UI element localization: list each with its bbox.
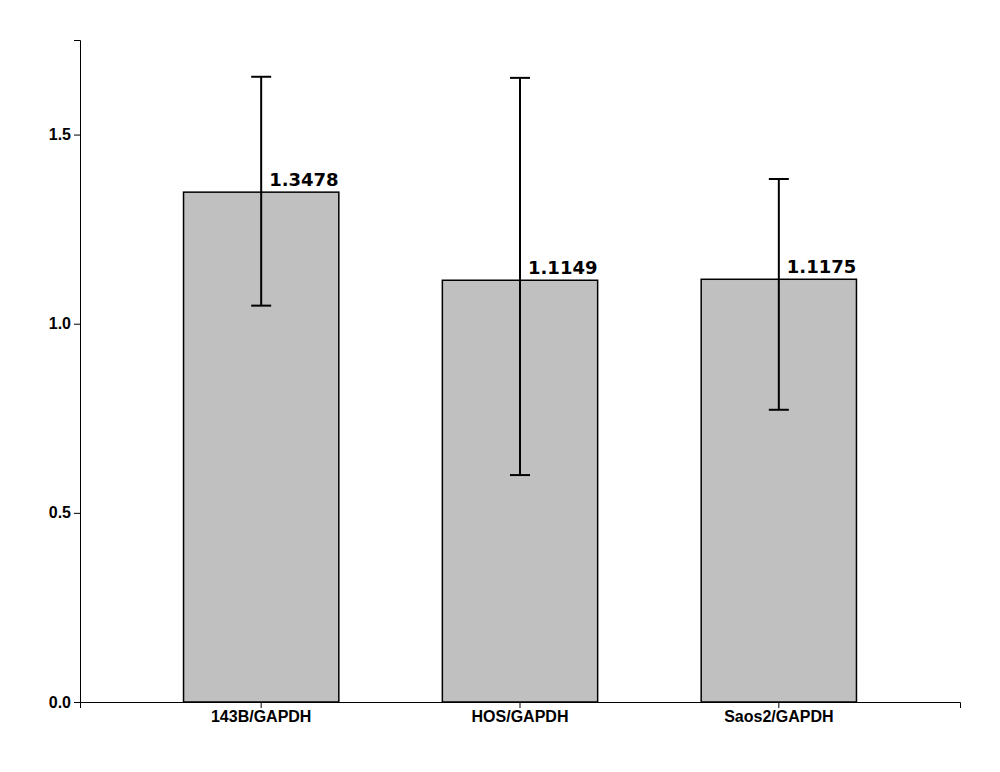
error-bar-upper xyxy=(519,78,521,280)
error-bar xyxy=(251,77,271,306)
y-axis-line xyxy=(74,41,81,703)
x-tick: Saos2/GAPDH xyxy=(724,702,833,725)
y-tick-mark xyxy=(74,513,80,514)
data-label: 1.3478 xyxy=(269,169,338,190)
y-tick: 1.0 xyxy=(49,315,80,332)
bar xyxy=(442,280,597,702)
error-cap-upper xyxy=(251,76,271,78)
y-tick-label: 0.5 xyxy=(49,504,71,521)
chart-svg: 0.0 0.5 1.0 1.5 143B/GAPDH HOS/GAPDH Saos2/GAP… xyxy=(0,0,1000,772)
error-cap-lower xyxy=(510,474,530,476)
x-tick-mark xyxy=(520,702,521,708)
error-bar-upper xyxy=(260,77,262,192)
x-tick-label: Saos2/GAPDH xyxy=(724,708,833,725)
data-label: 1.1175 xyxy=(787,256,856,277)
error-bar xyxy=(510,78,530,475)
y-tick-mark xyxy=(74,702,80,703)
y-tick-label: 1.5 xyxy=(49,126,71,143)
x-tick: HOS/GAPDH xyxy=(472,702,569,725)
x-tick-mark xyxy=(778,702,779,708)
y-tick: 0.0 xyxy=(49,694,80,711)
y-tick-mark xyxy=(74,324,80,325)
data-labels: 1.3478 1.1149 1.1175 xyxy=(269,169,856,278)
bar xyxy=(701,279,856,702)
error-bar-lower xyxy=(260,192,262,305)
error-cap-upper xyxy=(769,178,789,180)
x-tick-label: 143B/GAPDH xyxy=(211,708,311,725)
error-bar-lower xyxy=(519,280,521,475)
y-tick: 0.5 xyxy=(49,504,80,521)
data-label: 1.1149 xyxy=(528,257,597,278)
x-tick: 143B/GAPDH xyxy=(211,702,311,725)
chart-container: 0.0 0.5 1.0 1.5 143B/GAPDH HOS/GAPDH Saos2/GAP… xyxy=(0,0,1000,772)
error-cap-upper xyxy=(510,77,530,79)
error-cap-lower xyxy=(251,305,271,307)
x-axis-line xyxy=(81,703,961,709)
x-tick-label: HOS/GAPDH xyxy=(472,708,569,725)
x-axis: 143B/GAPDH HOS/GAPDH Saos2/GAPDH xyxy=(81,702,961,725)
y-axis: 0.0 0.5 1.0 1.5 xyxy=(49,41,81,711)
error-bar xyxy=(769,179,789,410)
marks xyxy=(184,77,857,702)
bar xyxy=(184,192,339,702)
y-tick-label: 1.0 xyxy=(49,315,71,332)
error-bar-upper xyxy=(778,179,780,279)
y-tick-label: 0.0 xyxy=(49,694,71,711)
error-bar-lower xyxy=(778,279,780,410)
x-tick-mark xyxy=(261,702,262,708)
y-tick-mark xyxy=(74,135,80,136)
error-cap-lower xyxy=(769,409,789,411)
plot-area: 0.0 0.5 1.0 1.5 143B/GAPDH HOS/GAPDH Saos2/GAP… xyxy=(49,41,961,726)
y-tick: 1.5 xyxy=(49,126,80,143)
